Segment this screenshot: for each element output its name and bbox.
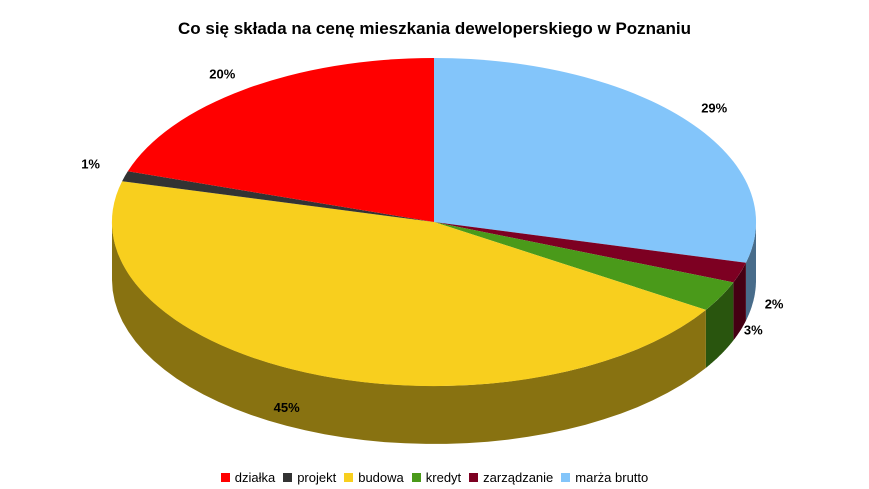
legend-item-dzialka: działka <box>220 470 276 485</box>
pie-slice-budowa <box>111 181 706 387</box>
legend-item-projekt: projekt <box>283 470 336 485</box>
legend-item-zarzadzanie: zarządzanie <box>469 470 553 485</box>
legend-label: zarządzanie <box>483 470 554 485</box>
legend-item-kredyt: kredyt <box>411 470 462 485</box>
pie-slice-kredyt <box>434 222 734 310</box>
pie-side-zarzadzanie <box>733 262 746 341</box>
legend-swatch <box>220 473 230 482</box>
legend-swatch <box>411 473 421 482</box>
pie-slice-zarzadzanie <box>434 222 746 283</box>
pie-side-budowa <box>112 222 706 444</box>
pie-side-marza-brutto <box>745 222 756 321</box>
data-label-zarzadzanie: 2% <box>765 297 784 312</box>
pie-slice-projekt <box>122 171 434 222</box>
legend-item-budowa: budowa <box>344 470 404 485</box>
data-label-budowa: 45% <box>274 400 300 415</box>
legend-swatch <box>283 473 293 482</box>
legend-label: budowa <box>358 470 404 485</box>
chart-title: Co się składa na cenę mieszkania dewelop… <box>177 19 692 38</box>
pie-slice-dzialka <box>127 58 435 222</box>
data-label-dzialka: 20% <box>209 67 235 82</box>
data-label-kredyt: 3% <box>744 322 763 337</box>
legend-label: kredyt <box>425 470 462 485</box>
data-label-projekt: 1% <box>81 157 100 172</box>
legend-label: działka <box>234 470 276 485</box>
pie-side-kredyt <box>705 282 734 368</box>
legend-swatch <box>469 473 479 482</box>
legend-swatch <box>561 473 571 482</box>
legend-swatch <box>344 473 354 482</box>
pie-slice-marza-brutto <box>434 57 757 263</box>
data-label-marza-brutto: 29% <box>701 101 727 116</box>
legend-item-marza-brutto: marża brutto <box>561 470 648 485</box>
legend: działka projekt budowa kredyt zarządzanie mar… <box>0 470 869 485</box>
legend-label: marża brutto <box>575 470 649 485</box>
legend-label: projekt <box>297 470 337 485</box>
